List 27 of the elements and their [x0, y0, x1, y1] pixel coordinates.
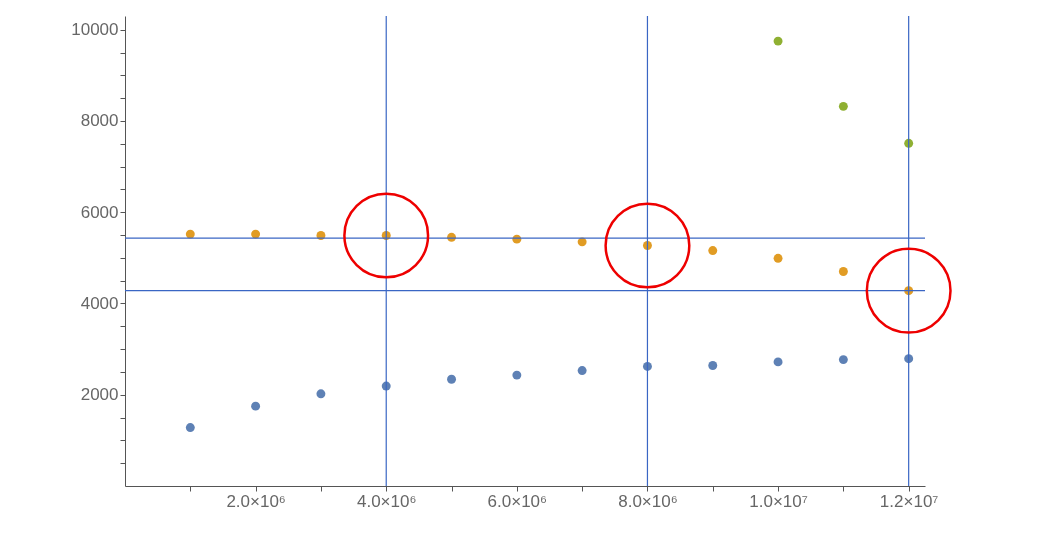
x-tick-label: 4.0×10⁶: [356, 491, 417, 511]
point: [251, 401, 261, 411]
y-tick-label: 8000: [80, 111, 119, 131]
point: [773, 36, 783, 46]
point: [512, 370, 522, 380]
x-tick-label: 1.2×10⁷: [879, 491, 939, 511]
point: [708, 246, 718, 256]
y-tick-label: 6000: [80, 202, 119, 222]
y-tick-label: 10000: [71, 20, 119, 40]
point: [251, 229, 261, 239]
point: [316, 389, 326, 399]
point: [838, 267, 848, 276]
x-tick-label: 6.0×10⁶: [487, 491, 548, 511]
point: [447, 374, 456, 384]
x-tick-label: 2.0×10⁶: [226, 491, 286, 511]
point: [708, 361, 718, 370]
y-tick-label: 4000: [80, 293, 119, 313]
point: [185, 229, 195, 239]
y-tick-label: 2000: [80, 385, 119, 405]
x-tick-label: 8.0×10⁶: [618, 491, 678, 511]
point: [577, 366, 587, 376]
point: [773, 253, 783, 263]
point: [185, 423, 195, 433]
point: [773, 357, 783, 367]
point: [838, 101, 848, 111]
point: [838, 355, 848, 365]
x-tick-label: 1.0×10⁷: [749, 491, 808, 511]
